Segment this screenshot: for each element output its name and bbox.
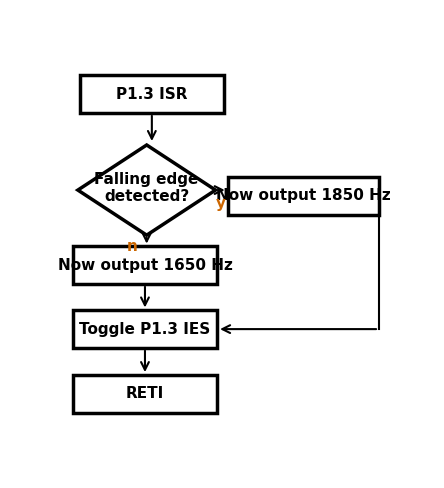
- Text: Falling edge
detected?: Falling edge detected?: [95, 172, 199, 204]
- Polygon shape: [78, 145, 215, 235]
- FancyBboxPatch shape: [73, 310, 217, 348]
- Text: Now output 1850 Hz: Now output 1850 Hz: [216, 188, 391, 203]
- Text: y: y: [216, 196, 226, 211]
- Text: Now output 1650 Hz: Now output 1650 Hz: [58, 258, 232, 273]
- FancyBboxPatch shape: [79, 76, 224, 113]
- FancyBboxPatch shape: [73, 246, 217, 284]
- Text: RETI: RETI: [126, 386, 164, 401]
- FancyBboxPatch shape: [227, 177, 379, 215]
- Text: n: n: [127, 239, 138, 254]
- Text: P1.3 ISR: P1.3 ISR: [116, 87, 188, 102]
- FancyBboxPatch shape: [73, 375, 217, 412]
- Text: Toggle P1.3 IES: Toggle P1.3 IES: [79, 322, 210, 337]
